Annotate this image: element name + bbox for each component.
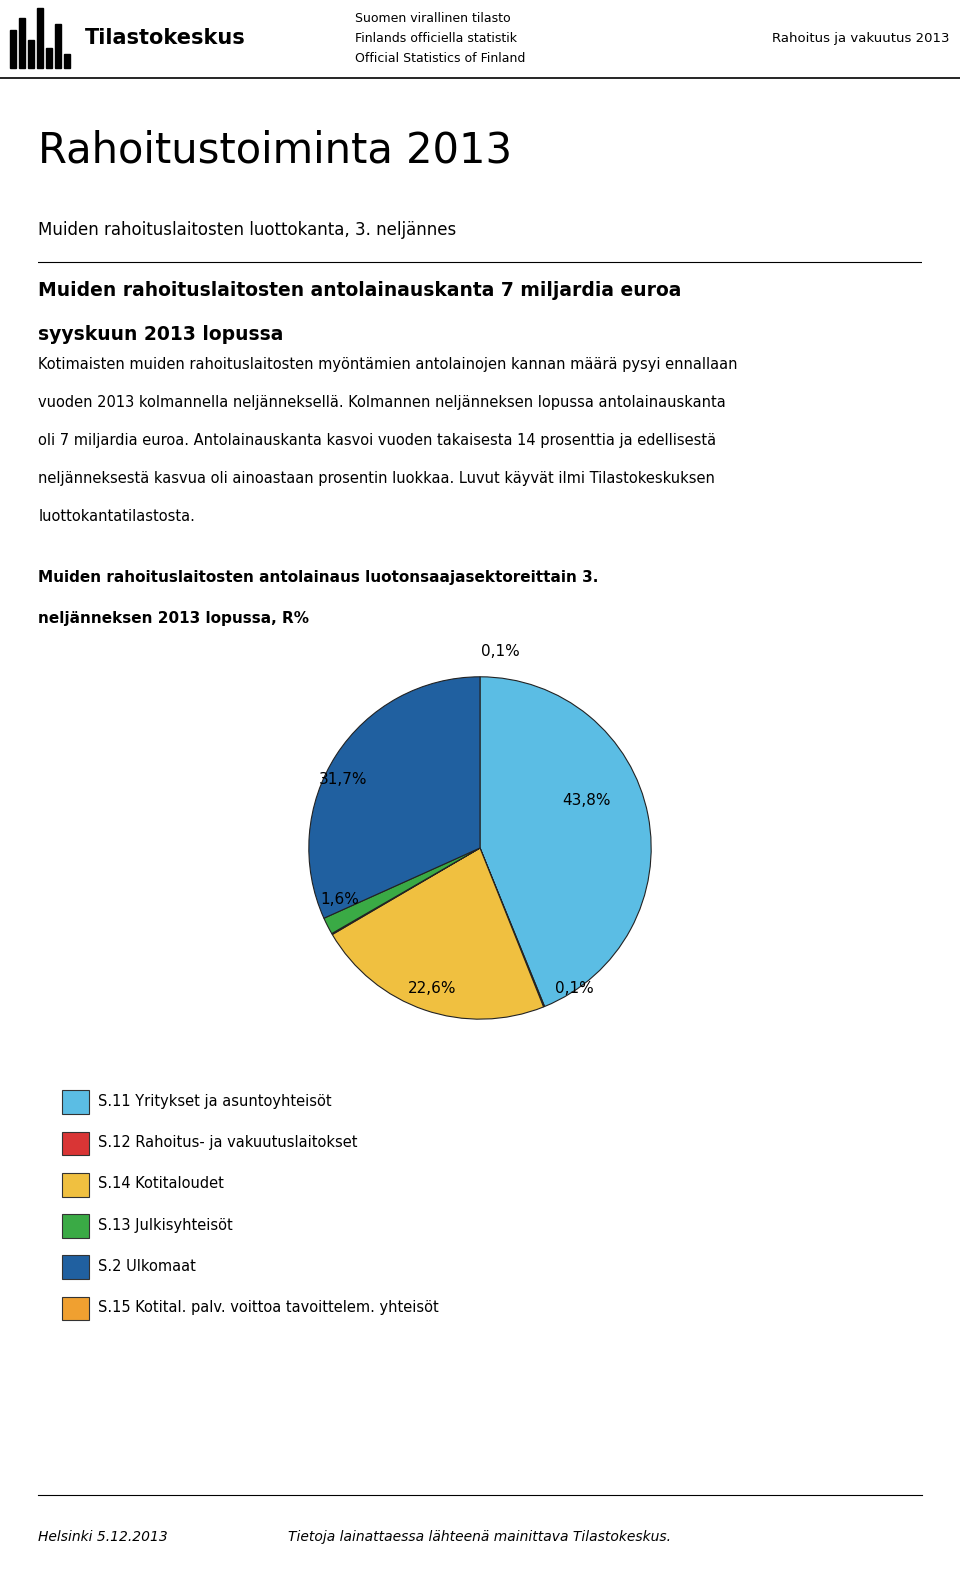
Text: Finlands officiella statistik: Finlands officiella statistik <box>355 32 517 44</box>
Wedge shape <box>324 848 480 934</box>
Text: neljänneksestä kasvua oli ainoastaan prosentin luokkaa. Luvut käyvät ilmi Tilast: neljänneksestä kasvua oli ainoastaan pro… <box>38 471 715 487</box>
Text: Muiden rahoituslaitosten antolainaus luotonsaajasektoreittain 3.: Muiden rahoituslaitosten antolainaus luo… <box>38 569 599 585</box>
Bar <box>64 54 70 68</box>
Bar <box>62 1132 89 1155</box>
Text: S.2 Ulkomaat: S.2 Ulkomaat <box>98 1258 196 1274</box>
Text: syyskuun 2013 lopussa: syyskuun 2013 lopussa <box>38 325 284 344</box>
Text: S.11 Yritykset ja asuntoyhteisöt: S.11 Yritykset ja asuntoyhteisöt <box>98 1094 331 1109</box>
Text: 0,1%: 0,1% <box>481 644 520 659</box>
Wedge shape <box>480 848 544 1006</box>
Text: Rahoitustoiminta 2013: Rahoitustoiminta 2013 <box>38 130 513 171</box>
Text: S.12 Rahoitus- ja vakuutuslaitokset: S.12 Rahoitus- ja vakuutuslaitokset <box>98 1135 357 1151</box>
Text: 43,8%: 43,8% <box>562 792 611 807</box>
Text: Tietoja lainattaessa lähteenä mainittava Tilastokeskus.: Tietoja lainattaessa lähteenä mainittava… <box>289 1531 671 1544</box>
Text: oli 7 miljardia euroa. Antolainauskanta kasvoi vuoden takaisesta 14 prosenttia j: oli 7 miljardia euroa. Antolainauskanta … <box>38 433 716 449</box>
Text: vuoden 2013 kolmannella neljänneksellä. Kolmannen neljänneksen lopussa antolaina: vuoden 2013 kolmannella neljänneksellä. … <box>38 395 726 411</box>
Text: S.14 Kotitaloudet: S.14 Kotitaloudet <box>98 1176 224 1192</box>
Text: Muiden rahoituslaitosten antolainauskanta 7 miljardia euroa: Muiden rahoituslaitosten antolainauskant… <box>38 281 682 300</box>
Wedge shape <box>480 677 651 1006</box>
Text: Suomen virallinen tilasto: Suomen virallinen tilasto <box>355 11 511 24</box>
Bar <box>62 1255 89 1279</box>
Bar <box>62 1090 89 1114</box>
Bar <box>10 30 16 68</box>
Text: Kotimaisten muiden rahoituslaitosten myöntämien antolainojen kannan määrä pysyi : Kotimaisten muiden rahoituslaitosten myö… <box>38 357 738 371</box>
Wedge shape <box>332 848 480 935</box>
Text: 31,7%: 31,7% <box>319 772 368 788</box>
Text: Helsinki 5.12.2013: Helsinki 5.12.2013 <box>38 1531 168 1544</box>
Bar <box>37 8 43 68</box>
Bar <box>28 40 34 68</box>
Bar <box>46 48 52 68</box>
Text: S.15 Kotital. palv. voittoa tavoittelem. yhteisöt: S.15 Kotital. palv. voittoa tavoittelem.… <box>98 1300 439 1316</box>
Bar <box>55 24 61 68</box>
Text: neljänneksen 2013 lopussa, R%: neljänneksen 2013 lopussa, R% <box>38 612 309 626</box>
Text: Rahoitus ja vakuutus 2013: Rahoitus ja vakuutus 2013 <box>773 32 950 44</box>
Text: 22,6%: 22,6% <box>408 981 456 995</box>
Bar <box>62 1173 89 1197</box>
Bar <box>62 1297 89 1320</box>
Text: 0,1%: 0,1% <box>555 981 593 995</box>
Text: Official Statistics of Finland: Official Statistics of Finland <box>355 52 525 65</box>
Text: Tilastokeskus: Tilastokeskus <box>85 29 246 48</box>
Text: 1,6%: 1,6% <box>321 892 359 907</box>
Bar <box>19 17 25 68</box>
Text: Muiden rahoituslaitosten luottokanta, 3. neljännes: Muiden rahoituslaitosten luottokanta, 3.… <box>38 220 457 239</box>
Wedge shape <box>332 848 543 1019</box>
Text: S.13 Julkisyhteisöt: S.13 Julkisyhteisöt <box>98 1217 232 1233</box>
Text: luottokantatilastosta.: luottokantatilastosta. <box>38 509 195 525</box>
Bar <box>62 1214 89 1238</box>
Wedge shape <box>309 677 480 918</box>
